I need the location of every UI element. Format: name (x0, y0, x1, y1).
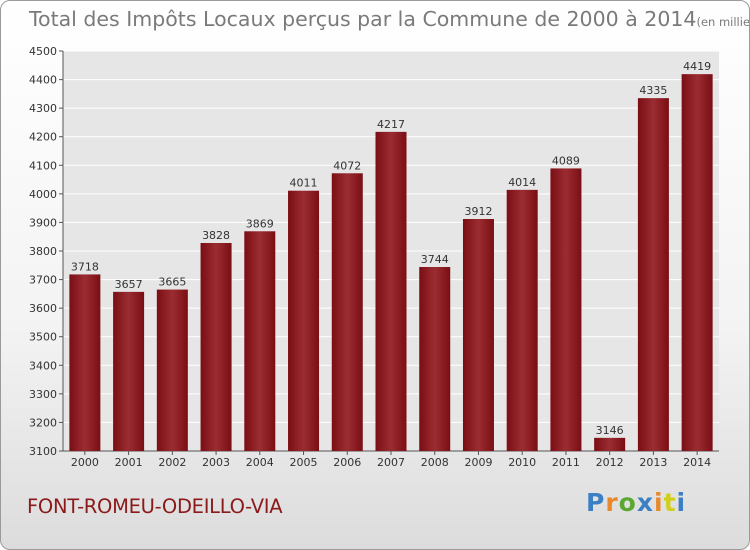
data-label: 3657 (115, 278, 143, 291)
y-tick-label: 3900 (29, 216, 57, 229)
proxiti-logo: Proxiti (586, 488, 686, 517)
x-tick-label: 2011 (552, 456, 580, 469)
logo-letter: r (605, 488, 619, 517)
y-tick-label: 3200 (29, 416, 57, 429)
y-tick-label: 3100 (29, 445, 57, 458)
bar (594, 437, 626, 451)
bar (200, 243, 232, 451)
data-label: 4011 (290, 177, 318, 190)
x-tick-label: 2001 (115, 456, 143, 469)
bar (69, 274, 101, 451)
x-tick-label: 2002 (158, 456, 186, 469)
data-label: 4217 (377, 118, 405, 131)
data-label: 3828 (202, 229, 230, 242)
bar (462, 219, 494, 451)
x-tick-label: 2004 (246, 456, 274, 469)
x-tick-label: 2012 (596, 456, 624, 469)
logo-letter: t (663, 488, 677, 517)
x-tick-label: 2005 (290, 456, 318, 469)
bar (331, 173, 363, 452)
commune-name: FONT-ROMEU-ODEILLO-VIA (27, 495, 283, 518)
bar (375, 131, 407, 451)
data-label: 3718 (71, 260, 99, 273)
chart-title: Total des Impôts Locaux perçus par la Co… (29, 7, 750, 31)
unit-label: (en milliers d'€) (696, 15, 750, 29)
y-tick-label: 3500 (29, 331, 57, 344)
x-tick-label: 2000 (71, 456, 99, 469)
data-label: 3665 (158, 276, 186, 289)
y-tick-label: 3600 (29, 302, 57, 315)
y-tick-label: 4200 (29, 131, 57, 144)
data-label: 4014 (508, 176, 536, 189)
x-tick-label: 2014 (683, 456, 711, 469)
logo-letter: o (618, 488, 637, 517)
data-label: 3869 (246, 217, 274, 230)
logo-letter: i (654, 488, 664, 517)
x-tick-label: 2010 (508, 456, 536, 469)
logo-letter: x (636, 488, 654, 517)
x-tick-label: 2013 (639, 456, 667, 469)
bar (244, 231, 276, 451)
y-tick-label: 3800 (29, 245, 57, 258)
logo-letter: i (676, 488, 687, 517)
data-label: 3912 (464, 205, 492, 218)
x-tick-label: 2006 (333, 456, 361, 469)
x-tick-label: 2009 (464, 456, 492, 469)
y-tick-label: 4100 (29, 159, 57, 172)
bar (419, 267, 451, 451)
y-tick-label: 4400 (29, 74, 57, 87)
data-label: 3146 (596, 424, 624, 437)
bar (550, 168, 582, 451)
bar (637, 98, 669, 452)
data-label: 4072 (333, 159, 361, 172)
bar (113, 291, 145, 451)
title-text: Total des Impôts Locaux perçus par la Co… (29, 7, 697, 31)
data-label: 3744 (421, 253, 449, 266)
x-tick-label: 2003 (202, 456, 230, 469)
data-label: 4335 (639, 84, 667, 97)
logo-letter: P (586, 488, 606, 517)
bar (681, 74, 713, 452)
bar (288, 190, 320, 451)
x-tick-label: 2007 (377, 456, 405, 469)
y-tick-label: 3300 (29, 388, 57, 401)
data-label: 4419 (683, 60, 711, 73)
bar (156, 289, 188, 451)
y-tick-label: 3700 (29, 274, 57, 287)
y-tick-label: 3400 (29, 359, 57, 372)
data-label: 4089 (552, 154, 580, 167)
x-tick-label: 2008 (421, 456, 449, 469)
y-tick-label: 4500 (29, 45, 57, 58)
y-tick-label: 4300 (29, 102, 57, 115)
y-tick-label: 4000 (29, 188, 57, 201)
bar (506, 189, 538, 451)
